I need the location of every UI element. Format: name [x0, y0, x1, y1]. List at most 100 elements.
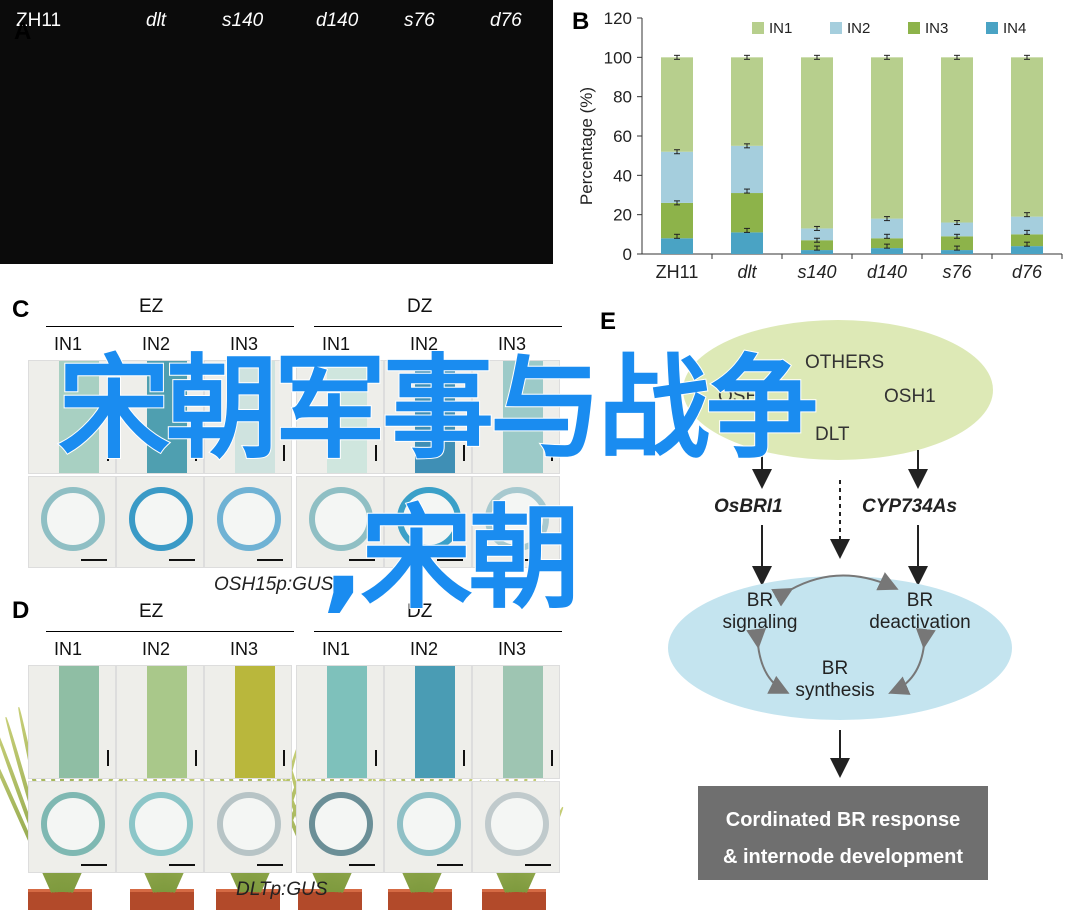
scale-bar	[525, 864, 551, 866]
scale-bar	[107, 750, 109, 766]
cross-section-tile	[116, 476, 204, 568]
cross-section-tile	[204, 476, 292, 568]
longitudinal-section-tile	[296, 665, 384, 779]
plant-label-d140: d140	[316, 10, 359, 31]
legend-label: IN3	[925, 20, 948, 37]
internode-label: IN3	[498, 334, 527, 354]
legend-label: IN2	[847, 20, 870, 37]
scale-bar	[349, 864, 375, 866]
cross-section-ring	[485, 792, 549, 856]
cycle-arrow-top	[771, 572, 899, 607]
group-label: EZ	[139, 601, 164, 622]
node-osh1-left: OSH1	[718, 386, 770, 407]
y-tick-label: 80	[613, 88, 632, 107]
panel-letter-b: B	[572, 8, 590, 35]
y-tick-label: 20	[613, 206, 632, 225]
longitudinal-section-tile	[204, 360, 292, 474]
cycle-arrow-left	[746, 627, 790, 694]
internode-label: IN2	[142, 334, 171, 354]
plant-label-d76: d76	[490, 10, 522, 31]
group-underline	[314, 631, 562, 632]
internode-label: IN3	[498, 639, 527, 659]
scale-bar	[169, 864, 195, 866]
plant-label-s76: s76	[404, 10, 435, 31]
scale-bar	[283, 445, 285, 461]
x-tick-label: d76	[1012, 262, 1043, 282]
bar-segment-in3	[1011, 234, 1043, 247]
longitudinal-section-tile	[296, 360, 384, 474]
cross-section-ring	[485, 487, 549, 551]
stained-stem	[59, 361, 99, 473]
gene-cyp734as: CYP734As	[862, 496, 958, 517]
internode-label: IN2	[410, 334, 439, 354]
plant-label-s140: s140	[222, 10, 264, 31]
x-tick-label: dlt	[737, 262, 757, 282]
internode-label: IN1	[54, 639, 83, 659]
scale-bar	[257, 864, 283, 866]
longitudinal-section-tile	[472, 665, 560, 779]
legend-swatch	[908, 22, 920, 34]
legend-swatch	[830, 22, 842, 34]
scale-bar	[437, 559, 463, 561]
scale-bar	[551, 445, 553, 461]
cross-section-ring	[41, 487, 105, 551]
scale-bar	[349, 559, 375, 561]
y-tick-label: 100	[604, 48, 632, 67]
cross-section-tile	[472, 476, 560, 568]
bar-segment-in1	[731, 57, 763, 146]
bar-segment-in1	[661, 57, 693, 152]
cross-section-ring	[129, 792, 193, 856]
longitudinal-section-tile	[384, 360, 472, 474]
panel-b-stacked-bar-chart: 0 20 40 60 80 100 120 Percentage (%) ZH11 dlt s140…	[577, 9, 1063, 282]
stained-stem	[415, 666, 455, 778]
longitudinal-section-tile	[28, 665, 116, 779]
y-tick-label: 60	[613, 127, 632, 146]
panel-letter-a: A	[14, 18, 32, 45]
stained-stem	[59, 666, 99, 778]
stained-stem	[235, 666, 275, 778]
bar-segment-in1	[871, 57, 903, 219]
internode-label: IN3	[230, 334, 259, 354]
node-dlt: DLT	[815, 424, 850, 445]
bar-segment-in3	[941, 236, 973, 251]
cross-section-tile	[384, 476, 472, 568]
y-tick-label: 40	[613, 166, 632, 185]
bar-segment-in2	[871, 218, 903, 239]
scale-bar	[525, 559, 551, 561]
scale-bar	[81, 559, 107, 561]
stained-stem	[415, 361, 455, 473]
longitudinal-section-tile	[28, 360, 116, 474]
scale-bar	[169, 559, 195, 561]
group-label: DZ	[407, 296, 433, 317]
x-tick-label: d140	[867, 262, 907, 282]
legend-swatch	[986, 22, 998, 34]
cross-section-ring	[309, 792, 373, 856]
longitudinal-section-tile	[116, 360, 204, 474]
bar-segment-in3	[801, 240, 833, 251]
panel-e-diagram: OTHERS OSH1 OSH1 DLT	[668, 320, 1012, 880]
panel-letter-e: E	[600, 308, 617, 335]
bar-segment-in4	[731, 232, 763, 254]
bar-segment-in2	[1011, 216, 1043, 235]
bar-segment-in3	[661, 202, 693, 239]
y-tick-label: 120	[604, 9, 632, 28]
cross-section-ring	[41, 792, 105, 856]
stained-stem	[503, 361, 543, 473]
cross-section-tile	[296, 781, 384, 873]
bar-segment-in4	[941, 250, 973, 254]
bar-segment-in3	[731, 193, 763, 233]
scale-bar	[375, 750, 377, 766]
scale-bar	[463, 750, 465, 766]
y-axis-label: Percentage (%)	[577, 87, 596, 205]
cross-section-tile	[472, 781, 560, 873]
scale-bar	[375, 445, 377, 461]
internode-label: IN1	[322, 334, 351, 354]
panel-caption: DLTp:GUS	[236, 879, 328, 900]
x-tick-label: ZH11	[656, 262, 699, 282]
cross-section-ring	[217, 487, 281, 551]
bar-segment-in1	[941, 57, 973, 223]
internode-label: IN1	[322, 639, 351, 659]
longitudinal-section-tile	[204, 665, 292, 779]
stained-stem	[327, 666, 367, 778]
legend-swatch	[752, 22, 764, 34]
